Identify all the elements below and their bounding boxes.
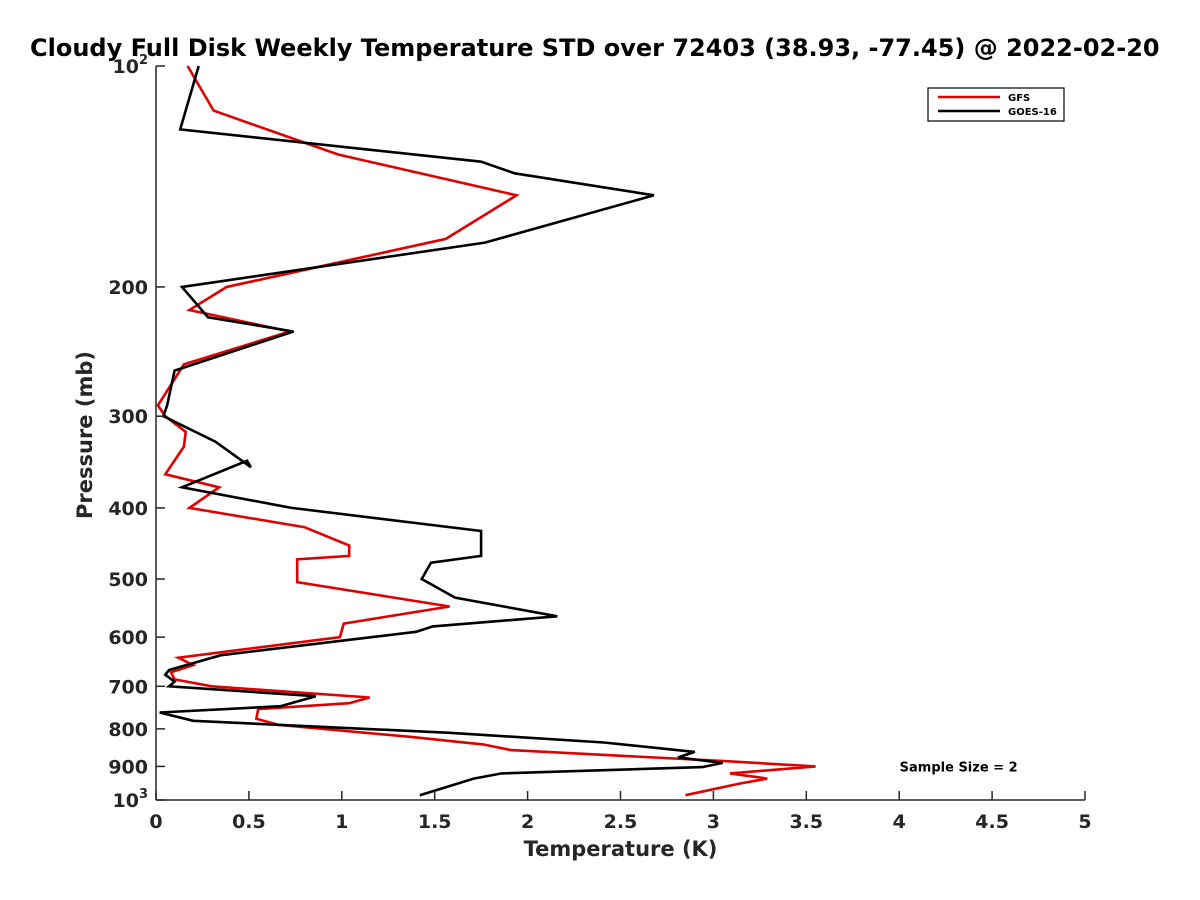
y-tick-base: 700 xyxy=(108,676,148,698)
y-tick-base: 400 xyxy=(108,498,148,520)
x-tick-label: 1.5 xyxy=(418,811,452,833)
x-tick-label: 4 xyxy=(893,811,906,833)
y-tick-label: 600 xyxy=(108,627,148,649)
y-tick-base: 500 xyxy=(108,569,148,591)
y-tick-exponent: 2 xyxy=(139,53,148,68)
y-tick-label: 300 xyxy=(108,406,148,428)
series-layer xyxy=(156,65,816,797)
x-tick-label: 0.5 xyxy=(232,811,266,833)
y-tick-label: 500 xyxy=(108,569,148,591)
y-tick-label: 103 xyxy=(113,787,149,812)
x-tick-label: 3 xyxy=(707,811,720,833)
y-tick-base: 10 xyxy=(113,790,139,812)
chart-title: Cloudy Full Disk Weekly Temperature STD … xyxy=(30,34,1160,62)
legend-entries: GFS GOES-16 xyxy=(938,93,1057,118)
y-tick-label: 400 xyxy=(108,498,148,520)
y-tick-base: 600 xyxy=(108,627,148,649)
x-tick-label: 3.5 xyxy=(789,811,823,833)
x-tick-label: 4.5 xyxy=(975,811,1009,833)
x-ticks: 0 0.5 1 1.5 2 2.5 3 3.5 4 4.5 5 xyxy=(149,791,1092,833)
y-tick-base: 300 xyxy=(108,406,148,428)
y-tick-label: 102 xyxy=(113,53,149,78)
sample-size-annotation: Sample Size = 2 xyxy=(900,760,1018,775)
legend-label: GOES-16 xyxy=(1008,107,1057,118)
y-tick-label: 900 xyxy=(108,756,148,778)
y-tick-base: 200 xyxy=(108,277,148,299)
y-tick-base: 900 xyxy=(108,756,148,778)
x-tick-label: 2 xyxy=(521,811,534,833)
y-tick-label: 700 xyxy=(108,676,148,698)
series-line-goes-16 xyxy=(159,65,723,797)
x-tick-label: 2.5 xyxy=(604,811,638,833)
y-tick-label: 200 xyxy=(108,277,148,299)
legend-box xyxy=(927,87,1065,122)
y-tick-base: 10 xyxy=(113,56,139,78)
plot-area: 0 0.5 1 1.5 2 2.5 3 3.5 4 4.5 5 102200300400500600… xyxy=(108,53,1091,833)
x-tick-label: 0 xyxy=(149,811,162,833)
x-axis-label: Temperature (K) xyxy=(524,837,718,861)
x-tick-label: 1 xyxy=(335,811,348,833)
y-axis-label: Pressure (mb) xyxy=(73,351,97,519)
x-tick-label: 5 xyxy=(1078,811,1091,833)
legend-label: GFS xyxy=(1008,93,1030,104)
y-tick-exponent: 3 xyxy=(139,787,148,802)
legend: GFS GOES-16 xyxy=(927,87,1065,122)
y-tick-label: 800 xyxy=(108,719,148,741)
y-tick-base: 800 xyxy=(108,719,148,741)
